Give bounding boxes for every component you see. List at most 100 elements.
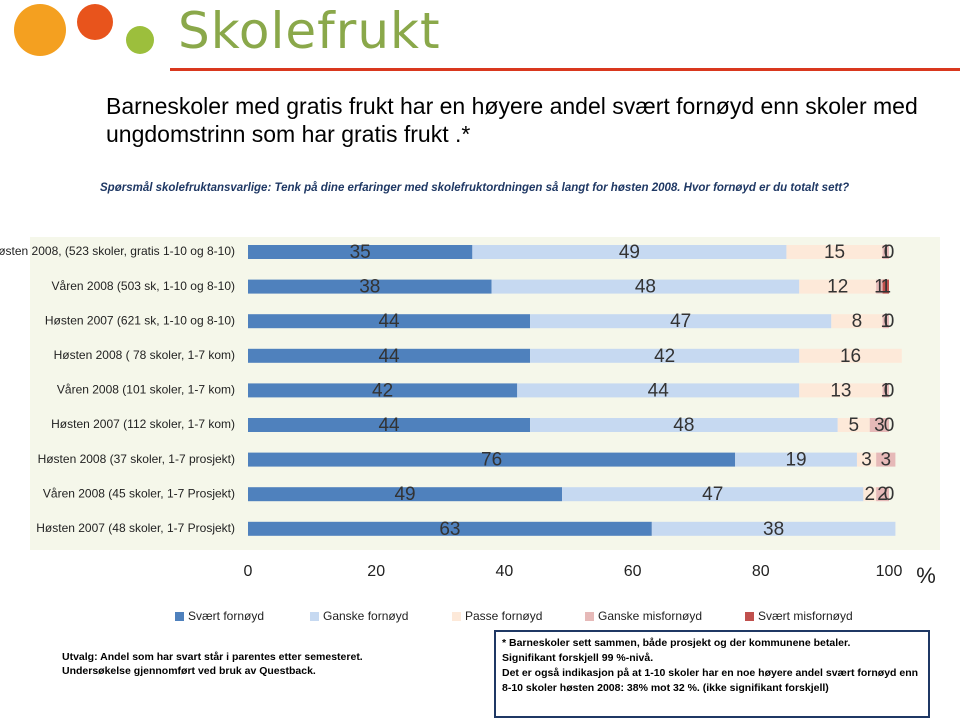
bar-segment — [562, 487, 864, 502]
bar-segment — [248, 418, 531, 432]
value-label: 19 — [785, 450, 806, 471]
legend-swatch — [310, 612, 319, 621]
x-tick-label: 60 — [624, 563, 642, 580]
value-label: 44 — [378, 311, 400, 332]
y-tick-label: Høsten 2007 (112 skoler, 1-7 kom) — [51, 417, 235, 431]
bar-segment — [882, 245, 889, 259]
note-line: Utvalg: Andel som har svart står i paren… — [62, 651, 363, 663]
legend-label: Ganske misfornøyd — [598, 609, 702, 623]
bar-segment — [517, 383, 800, 398]
bar-segment — [530, 314, 832, 329]
question: Spørsmål skolefruktansvarlige: Tenk på d… — [100, 182, 850, 194]
y-tick-label: Høsten 2008 (37 skoler, 1-7 prosjekt) — [38, 452, 235, 466]
value-label: 2 — [877, 484, 888, 505]
value-label: 3 — [874, 415, 885, 436]
bar-segment — [799, 348, 902, 363]
value-label: 0 — [884, 380, 895, 401]
legend-label: Passe fornøyd — [465, 609, 542, 623]
value-label: 16 — [840, 346, 861, 367]
value-label: 3 — [861, 450, 872, 471]
value-label: 38 — [763, 519, 784, 540]
x-tick-label: 80 — [752, 563, 770, 580]
y-tick-label: Våren 2008 (503 sk, 1-10 og 8-10) — [52, 279, 235, 293]
bar-segment — [530, 348, 800, 363]
bar-segment — [856, 452, 877, 467]
value-label: 3 — [881, 450, 892, 471]
bar-segment — [491, 279, 800, 294]
bar-segment — [472, 245, 787, 259]
value-label: 76 — [481, 450, 502, 471]
x-tick-label: 100 — [876, 563, 903, 580]
value-label: 49 — [619, 242, 640, 263]
legend-swatch — [585, 612, 594, 621]
note-box: * Barneskoler sett sammen, både prosjekt… — [494, 630, 930, 718]
legend-label: Svært misfornøyd — [758, 609, 853, 623]
x-tick-label: 40 — [496, 563, 514, 580]
value-label: 5 — [848, 415, 859, 436]
y-tick-label: Høsten 2007 (621 sk, 1-10 og 8-10) — [45, 313, 235, 327]
value-label: 47 — [702, 484, 723, 505]
x-tick-label: 20 — [367, 563, 385, 580]
value-label: 8 — [852, 311, 863, 332]
y-tick-label: Våren 2008 (45 skoler, 1-7 Prosjekt) — [43, 486, 235, 500]
value-label: 1 — [874, 277, 885, 298]
bar-segment — [831, 314, 883, 329]
value-label: 1 — [881, 380, 892, 401]
bar-segment — [735, 452, 857, 467]
bar-segment — [837, 418, 870, 432]
value-label: 0 — [884, 311, 895, 332]
y-tick-label: Våren 2008 (101 skoler, 1-7 kom) — [57, 383, 235, 397]
legend-label: Ganske fornøyd — [323, 609, 408, 623]
bar-segment — [248, 245, 473, 259]
bar-segment — [248, 487, 563, 502]
bar-segment — [882, 279, 889, 294]
value-label: 0 — [884, 242, 895, 263]
bar-segment — [248, 348, 531, 363]
bar-segment — [882, 383, 889, 398]
bar-segment — [876, 279, 883, 294]
y-tick-label: Høsten 2008 ( 78 skoler, 1-7 kom) — [54, 348, 235, 362]
bar-segment — [248, 521, 652, 536]
value-label: 1 — [881, 277, 892, 298]
legend-label: Svært fornøyd — [188, 609, 264, 623]
bar-segment — [876, 487, 889, 502]
bar-segment — [530, 418, 838, 432]
bar-segment — [869, 418, 889, 432]
value-label: 48 — [635, 277, 656, 298]
fruit-icon — [14, 4, 66, 56]
bar-segment — [248, 452, 736, 467]
value-label: 44 — [648, 380, 670, 401]
value-label: 42 — [654, 346, 675, 367]
bar-segment — [876, 452, 896, 467]
value-label: 63 — [439, 519, 460, 540]
logo: Skolefrukt — [178, 2, 441, 60]
value-label: 49 — [394, 484, 415, 505]
bar-segment — [248, 279, 492, 294]
bar-segment — [799, 279, 877, 294]
fruit-icon — [126, 26, 154, 54]
value-label: 48 — [673, 415, 694, 436]
value-label: 13 — [830, 380, 851, 401]
bar-segment — [248, 383, 518, 398]
legend-swatch — [175, 612, 184, 621]
value-label: 47 — [670, 311, 691, 332]
value-label: 44 — [378, 346, 400, 367]
value-label: 0 — [884, 484, 895, 505]
value-label: 44 — [378, 415, 400, 436]
bar-segment — [248, 314, 531, 329]
value-label: 38 — [359, 277, 380, 298]
note-line: Det er også indikasjon på at 1-10 skoler… — [502, 667, 919, 694]
bar-segment — [651, 521, 896, 536]
bar-segment — [882, 314, 889, 329]
y-tick-label: Høsten 2007 (48 skoler, 1-7 Prosjekt) — [36, 521, 235, 535]
value-label: 15 — [824, 242, 845, 263]
value-label: 42 — [372, 380, 393, 401]
y-tick-label: Høsten 2008, (523 skoler, gratis 1-10 og… — [0, 244, 235, 258]
value-label: 12 — [827, 277, 848, 298]
fruit-icon — [77, 4, 113, 40]
legend-swatch — [745, 612, 754, 621]
note-line: Undersøkelse gjennomført ved bruk av Que… — [62, 665, 316, 677]
note-left: Utvalg: Andel som har svart står i paren… — [62, 650, 363, 678]
